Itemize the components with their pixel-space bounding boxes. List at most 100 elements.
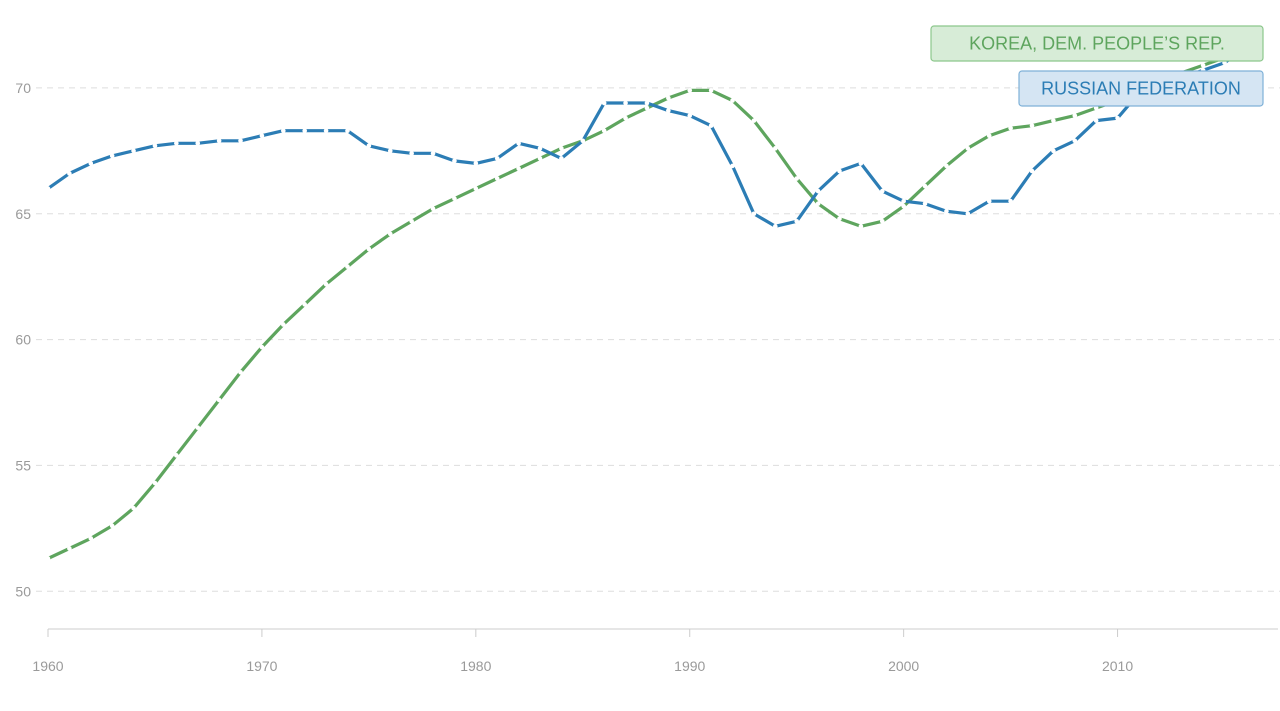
data-point [537,146,543,151]
data-point [922,201,928,206]
data-point [708,88,714,93]
data-point [152,480,158,486]
data-point [281,322,286,327]
data-point [195,140,201,146]
data-point [559,156,564,161]
legend-label: KOREA, DEM. PEOPLE’S REP. [969,34,1225,54]
legend-item-1: RUSSIAN FEDERATION [1018,70,1264,107]
data-point [1200,62,1206,68]
data-point [259,344,265,350]
data-point [580,138,586,144]
data-point [281,128,286,133]
legend-box [1018,70,1264,107]
data-point [323,281,329,287]
data-point [708,123,714,128]
data-point [986,198,992,204]
data-point [1072,113,1078,118]
data-point [152,143,158,149]
data-point [644,100,650,106]
data-point [302,302,307,307]
data-point [537,156,543,161]
series-lines [45,45,1249,561]
data-point [1115,115,1120,121]
data-point [879,219,885,224]
data-point [409,151,414,156]
y-tick-label: 50 [15,583,31,599]
x-tick-label: 1960 [32,658,63,674]
data-point [387,231,393,237]
data-point [473,161,479,166]
data-point [730,98,735,103]
data-point [1051,118,1056,123]
x-tick-label: 1970 [246,658,277,674]
data-point [174,453,179,458]
y-tick-label: 60 [15,332,31,348]
data-point [901,198,906,204]
data-point [387,148,393,154]
data-point [494,176,500,181]
data-point [88,161,94,166]
data-point [601,128,607,133]
y-tick-label: 70 [15,80,31,96]
data-point [837,216,842,222]
data-point [751,118,757,123]
data-point [430,206,436,212]
data-point [986,133,992,139]
data-point [195,425,201,430]
data-point [1051,148,1056,154]
data-point [623,100,628,106]
data-point [858,224,864,229]
data-point [944,208,949,214]
data-point [259,133,265,139]
data-point [623,115,628,121]
data-point [922,183,928,189]
data-point [323,128,329,133]
data-point [67,171,72,176]
grid-lines [36,87,1280,592]
data-point [644,105,650,111]
data-point [216,138,222,144]
x-axis: 1960 1970 1980 1990 2000 2010 [32,628,1278,674]
data-point [687,113,693,118]
data-point [430,151,436,156]
data-point [1093,105,1099,111]
data-point [901,203,906,209]
data-point [216,397,222,403]
data-point [879,188,885,194]
data-point [67,546,72,551]
data-point [409,219,414,224]
data-point [773,224,778,229]
data-point [858,161,864,166]
data-point [815,201,821,206]
data-point [109,523,115,529]
data-point [131,148,136,154]
data-point [601,100,607,106]
legend: KOREA, DEM. PEOPLE’S REP. RUSSIAN FEDERAT… [930,25,1264,107]
data-point [773,146,778,151]
data-point [302,128,307,133]
legend-box [930,25,1264,62]
data-point [366,143,372,149]
legend-item-0: KOREA, DEM. PEOPLE’S REP. [930,25,1264,62]
data-point [88,536,94,541]
y-axis-tick-labels: 50 55 60 65 70 [15,80,31,599]
data-point [131,505,136,511]
y-tick-label: 65 [15,206,31,222]
data-point [1222,60,1227,66]
data-point [1093,118,1099,123]
data-point [1008,125,1013,131]
data-point [965,211,971,217]
data-point [944,163,949,169]
data-point [345,264,350,269]
data-point [751,211,757,217]
data-point [1072,138,1078,144]
y-tick-label: 55 [15,457,31,473]
data-point [837,168,842,174]
data-point [452,158,457,164]
x-tick-label: 2000 [888,658,919,674]
data-point [666,108,671,113]
data-point [559,146,564,151]
data-point [366,246,372,252]
data-point [1008,198,1013,204]
